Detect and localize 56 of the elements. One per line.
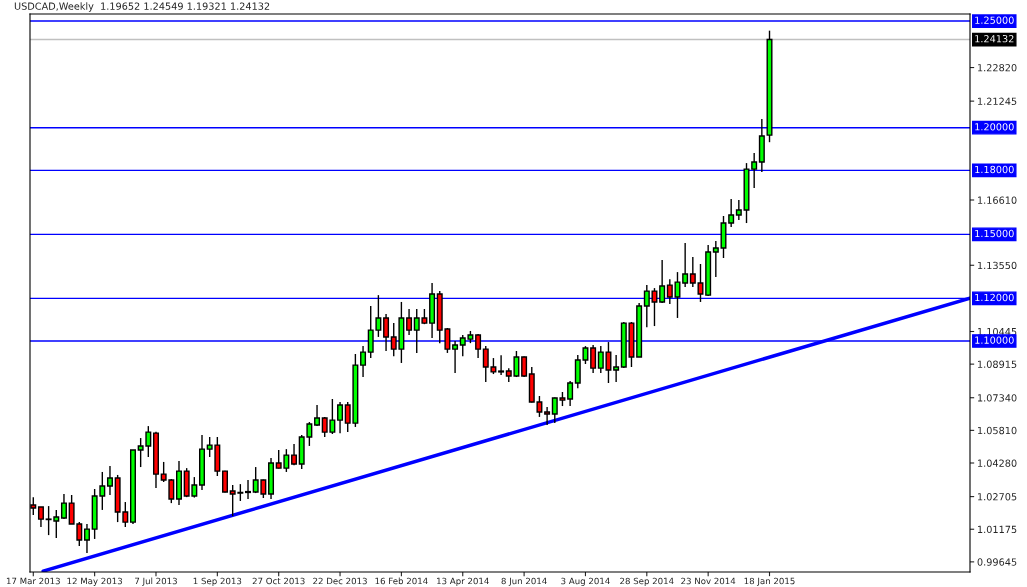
candlestick (728, 198, 735, 228)
candlestick (406, 308, 413, 336)
y-tick-label: 1.16610 (978, 196, 1017, 204)
candlestick (475, 333, 482, 359)
ref-line-label: 1.10000 (975, 336, 1014, 344)
candlestick (544, 406, 551, 426)
x-tick-label: 13 Apr 2014 (437, 577, 489, 586)
ref-line-label: 1.25000 (975, 16, 1014, 24)
candlestick (60, 493, 67, 520)
x-tick-label: 27 Oct 2013 (252, 577, 305, 585)
candlestick (245, 479, 252, 500)
y-tick-label: 1.07340 (978, 394, 1017, 402)
x-tick-label: 12 May 2013 (67, 577, 123, 586)
x-tick-label: 23 Nov 2014 (681, 577, 736, 585)
x-tick-label: 22 Dec 2013 (313, 577, 367, 585)
candlestick (337, 401, 344, 434)
y-tick-label: 1.05810 (978, 426, 1017, 435)
ref-line-label: 1.20000 (975, 123, 1014, 131)
y-tick-label: 1.21245 (978, 97, 1017, 105)
candlestick (83, 523, 90, 554)
candlestick (106, 465, 113, 496)
candlestick (751, 152, 758, 189)
candlestick (222, 469, 229, 494)
x-tick-label: 3 Aug 2014 (561, 577, 610, 586)
ref-line-label: 1.15000 (975, 229, 1014, 238)
candlestick (498, 354, 505, 376)
y-tick-label: 1.08915 (978, 360, 1017, 368)
y-tick-label: 0.99645 (977, 558, 1017, 566)
y-tick-label: 1.10445 (978, 327, 1017, 336)
candlestick (735, 199, 742, 221)
x-tick-label: 18 Jan 2015 (744, 577, 795, 586)
candlestick (37, 506, 44, 528)
candlestick (360, 345, 367, 378)
candlestick (613, 354, 620, 383)
chart-title: USDCAD,Weekly 1.19652 1.24549 1.19321 1.24132 (14, 2, 270, 12)
candlestick (567, 380, 574, 407)
y-tick-label: 1.04280 (978, 459, 1017, 467)
y-tick-label: 1.02705 (978, 493, 1017, 501)
x-tick-label: 7 Jul 2013 (135, 577, 177, 586)
x-tick-label: 8 Jun 2014 (501, 577, 547, 586)
candlestick (682, 242, 689, 288)
ref-line-label: 1.18000 (975, 165, 1014, 174)
candlestick (383, 313, 390, 352)
candlestick (712, 240, 719, 278)
x-tick-label: 28 Sep 2014 (620, 577, 674, 586)
x-tick-label: 1 Sep 2013 (193, 577, 242, 586)
candlestick (659, 259, 666, 304)
y-tick-label: 1.13550 (978, 261, 1017, 270)
ref-line-label: 1.12000 (975, 293, 1014, 302)
y-tick-label: 1.01175 (978, 525, 1017, 534)
candlestick (590, 344, 597, 374)
x-tick-label: 16 Feb 2014 (375, 577, 428, 585)
candlestick (452, 340, 459, 374)
ref-line-label: 1.24132 (975, 35, 1014, 43)
x-tick-label: 17 Mar 2013 (6, 577, 60, 585)
y-tick-label: 1.22820 (978, 64, 1017, 72)
